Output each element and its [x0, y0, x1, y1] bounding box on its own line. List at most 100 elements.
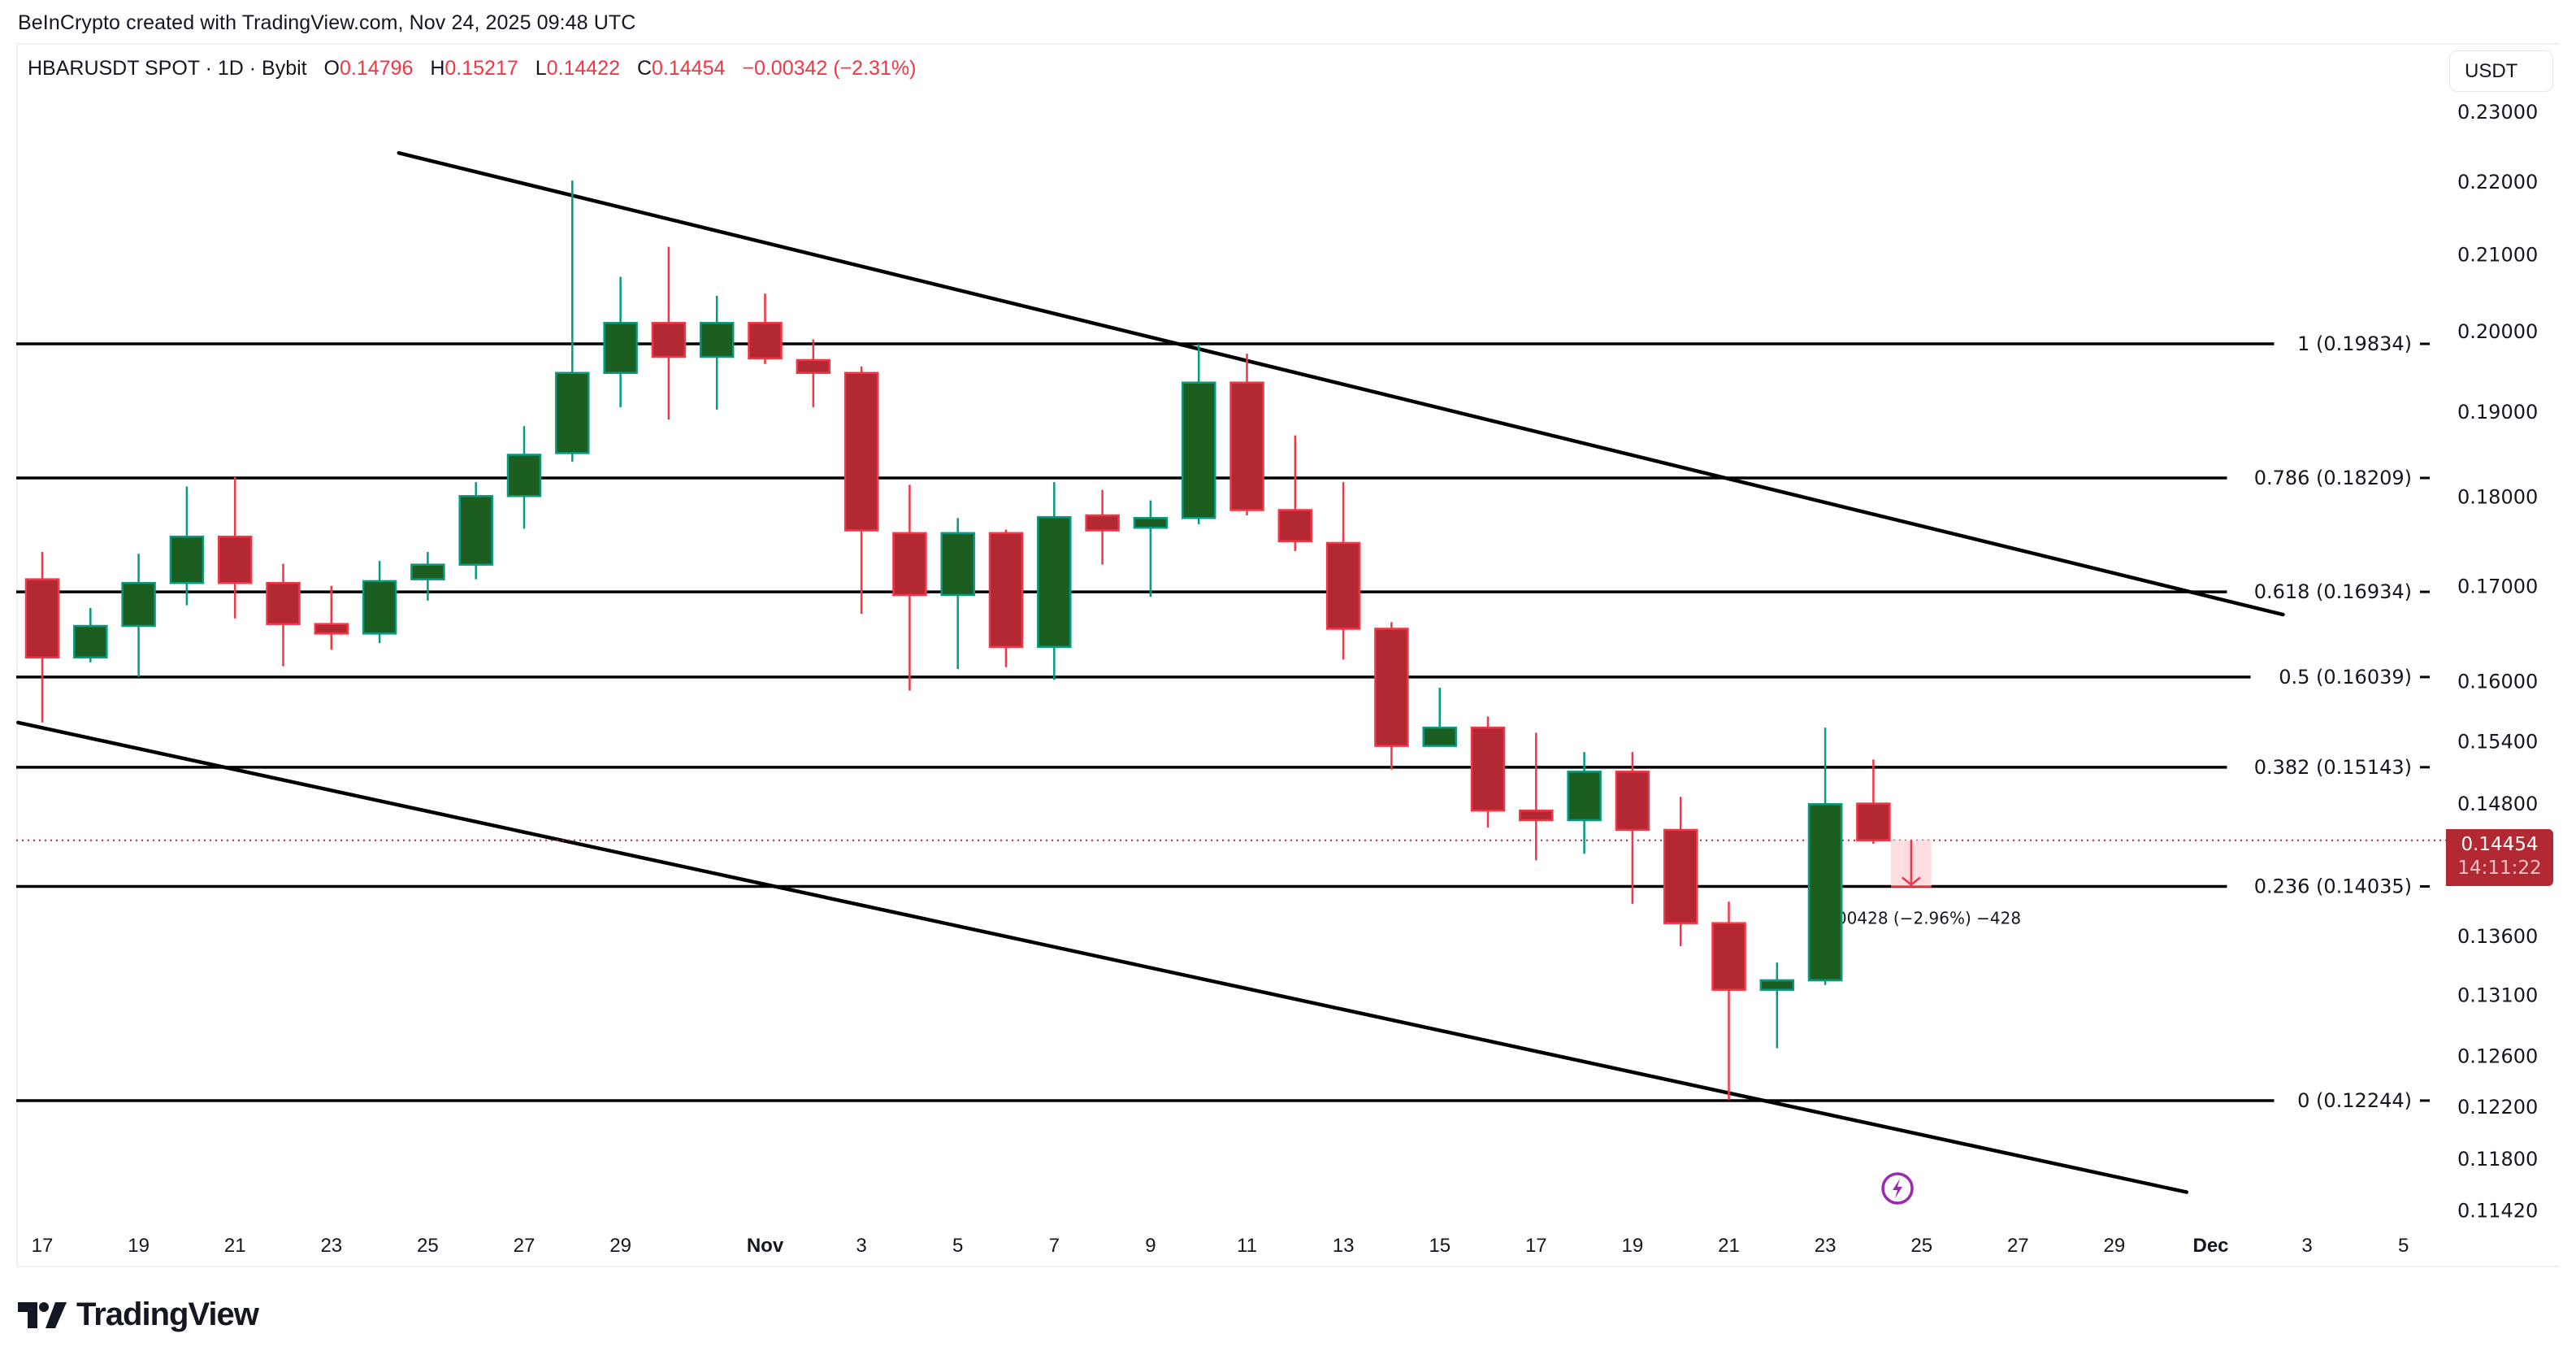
- candle[interactable]: [1615, 752, 1650, 904]
- low-label: L: [535, 57, 547, 80]
- candle[interactable]: [1037, 482, 1072, 680]
- price-axis-label: 0.22000: [2457, 171, 2538, 193]
- fib-level-label: 0 (0.12244): [2297, 1089, 2412, 1112]
- candle[interactable]: [603, 276, 638, 407]
- time-axis-label: 5: [2398, 1235, 2409, 1257]
- candle-body: [169, 535, 205, 584]
- candle[interactable]: [892, 484, 927, 691]
- candle[interactable]: [843, 366, 879, 614]
- candle[interactable]: [1085, 489, 1120, 565]
- candle[interactable]: [1759, 962, 1795, 1049]
- lightning-event-icon[interactable]: [1881, 1172, 1914, 1205]
- candle[interactable]: [1856, 759, 1891, 844]
- price-axis-label: 0.11800: [2457, 1148, 2538, 1171]
- fib-level-label: 0.618 (0.16934): [2254, 580, 2412, 603]
- time-axis-label: 25: [1910, 1235, 1932, 1257]
- price-axis-label: 0.21000: [2457, 244, 2538, 267]
- last-price-value: 0.14454: [2461, 834, 2539, 855]
- candle[interactable]: [73, 608, 108, 662]
- candle-body: [410, 563, 445, 580]
- candle-body: [1133, 517, 1169, 529]
- candle[interactable]: [1470, 716, 1506, 828]
- price-axis-label: 0.12200: [2457, 1096, 2538, 1119]
- price-axis-label: 0.13600: [2457, 925, 2538, 948]
- candle-body: [73, 624, 108, 659]
- candle[interactable]: [988, 529, 1024, 667]
- time-axis-label: Dec: [2192, 1235, 2228, 1257]
- time-axis-label: Nov: [747, 1235, 784, 1257]
- lower-channel-trendline[interactable]: [16, 720, 2189, 1194]
- candle[interactable]: [796, 339, 831, 407]
- candle[interactable]: [1181, 344, 1216, 524]
- candle[interactable]: [121, 554, 156, 677]
- price-axis-label: 0.12600: [2457, 1045, 2538, 1068]
- candle-body: [314, 623, 349, 635]
- candle[interactable]: [458, 482, 493, 580]
- price-axis-label: 0.14800: [2457, 793, 2538, 815]
- candle[interactable]: [1374, 622, 1409, 770]
- chart-credit: BeInCrypto created with TradingView.com,…: [18, 11, 636, 34]
- candle[interactable]: [651, 246, 687, 420]
- time-axis-label: 11: [1237, 1235, 1257, 1257]
- candle-body: [266, 581, 301, 625]
- candle-body: [1711, 922, 1746, 991]
- tradingview-logo[interactable]: TradingView: [18, 1297, 259, 1333]
- upper-channel-trendline[interactable]: [397, 150, 2285, 617]
- candle[interactable]: [1519, 732, 1554, 861]
- candle-body: [651, 322, 687, 358]
- price-axis-label: 0.11420: [2457, 1199, 2538, 1222]
- candle[interactable]: [1422, 688, 1457, 747]
- candle[interactable]: [1711, 901, 1746, 1101]
- candle[interactable]: [1567, 752, 1602, 854]
- chart-frame: [16, 43, 2560, 1267]
- symbol-title[interactable]: HBARUSDT SPOT · 1D · Bybit: [28, 57, 307, 80]
- close-value: 0.14454: [652, 57, 726, 80]
- candle[interactable]: [217, 476, 253, 619]
- tradingview-logo-text: TradingView: [76, 1297, 259, 1332]
- candle-body: [24, 578, 60, 659]
- candle[interactable]: [362, 561, 397, 644]
- time-axis[interactable]: 17 19 21 23 25 27 29 Nov 3 5 7 9 11 13 15 17 19 21 23 25 27 2…: [32, 1235, 2409, 1257]
- price-axis-label: 0.23000: [2457, 101, 2538, 124]
- candle[interactable]: [266, 563, 301, 667]
- candle-body: [362, 580, 397, 635]
- candle[interactable]: [506, 426, 542, 529]
- time-axis-label: 7: [1049, 1235, 1060, 1257]
- currency-unit-button[interactable]: USDT: [2449, 50, 2553, 92]
- candle[interactable]: [1133, 500, 1169, 597]
- candle-body: [1422, 726, 1457, 747]
- candle[interactable]: [24, 552, 60, 723]
- candle[interactable]: [699, 295, 735, 410]
- candle[interactable]: [1277, 435, 1313, 551]
- candle-body: [940, 532, 975, 597]
- candle-body: [843, 371, 879, 532]
- candle[interactable]: [314, 585, 349, 650]
- candle[interactable]: [940, 518, 975, 670]
- fib-retracement[interactable]: 1 (0.19834) 0.786 (0.18209) 0.618 (0.16934…: [16, 332, 2430, 1112]
- candle-body: [1470, 726, 1506, 812]
- symbol-legend: HBARUSDT SPOT · 1D · Bybit O0.14796 H0.1…: [28, 57, 927, 80]
- candle-body: [1181, 381, 1216, 519]
- candle[interactable]: [410, 552, 445, 601]
- candle[interactable]: [555, 180, 590, 462]
- candle[interactable]: [748, 293, 783, 364]
- time-axis-label: 15: [1429, 1235, 1451, 1257]
- candle[interactable]: [1229, 354, 1264, 515]
- price-axis-label: 0.16000: [2457, 671, 2538, 693]
- price-axis-label: 0.19000: [2457, 401, 2538, 424]
- candle-body: [1085, 514, 1120, 532]
- last-price-tag: 0.14454 14:11:22: [2446, 829, 2553, 886]
- candle[interactable]: [169, 486, 205, 606]
- fib-level-label: 0.382 (0.15143): [2254, 756, 2412, 779]
- candle-body: [603, 322, 638, 374]
- candle-body: [506, 454, 542, 497]
- price-axis[interactable]: 0.23000 0.22000 0.21000 0.20000 0.19000 0.180…: [2457, 101, 2538, 1222]
- fib-level-label: 0.236 (0.14035): [2254, 875, 2412, 897]
- price-range-measure[interactable]: −0.00428 (−2.96%) −428: [1807, 840, 2021, 928]
- candle-body: [988, 532, 1024, 649]
- candle-body: [1325, 541, 1361, 630]
- candle[interactable]: [1663, 797, 1698, 947]
- candle[interactable]: [1325, 482, 1361, 660]
- candle-body: [1037, 515, 1072, 649]
